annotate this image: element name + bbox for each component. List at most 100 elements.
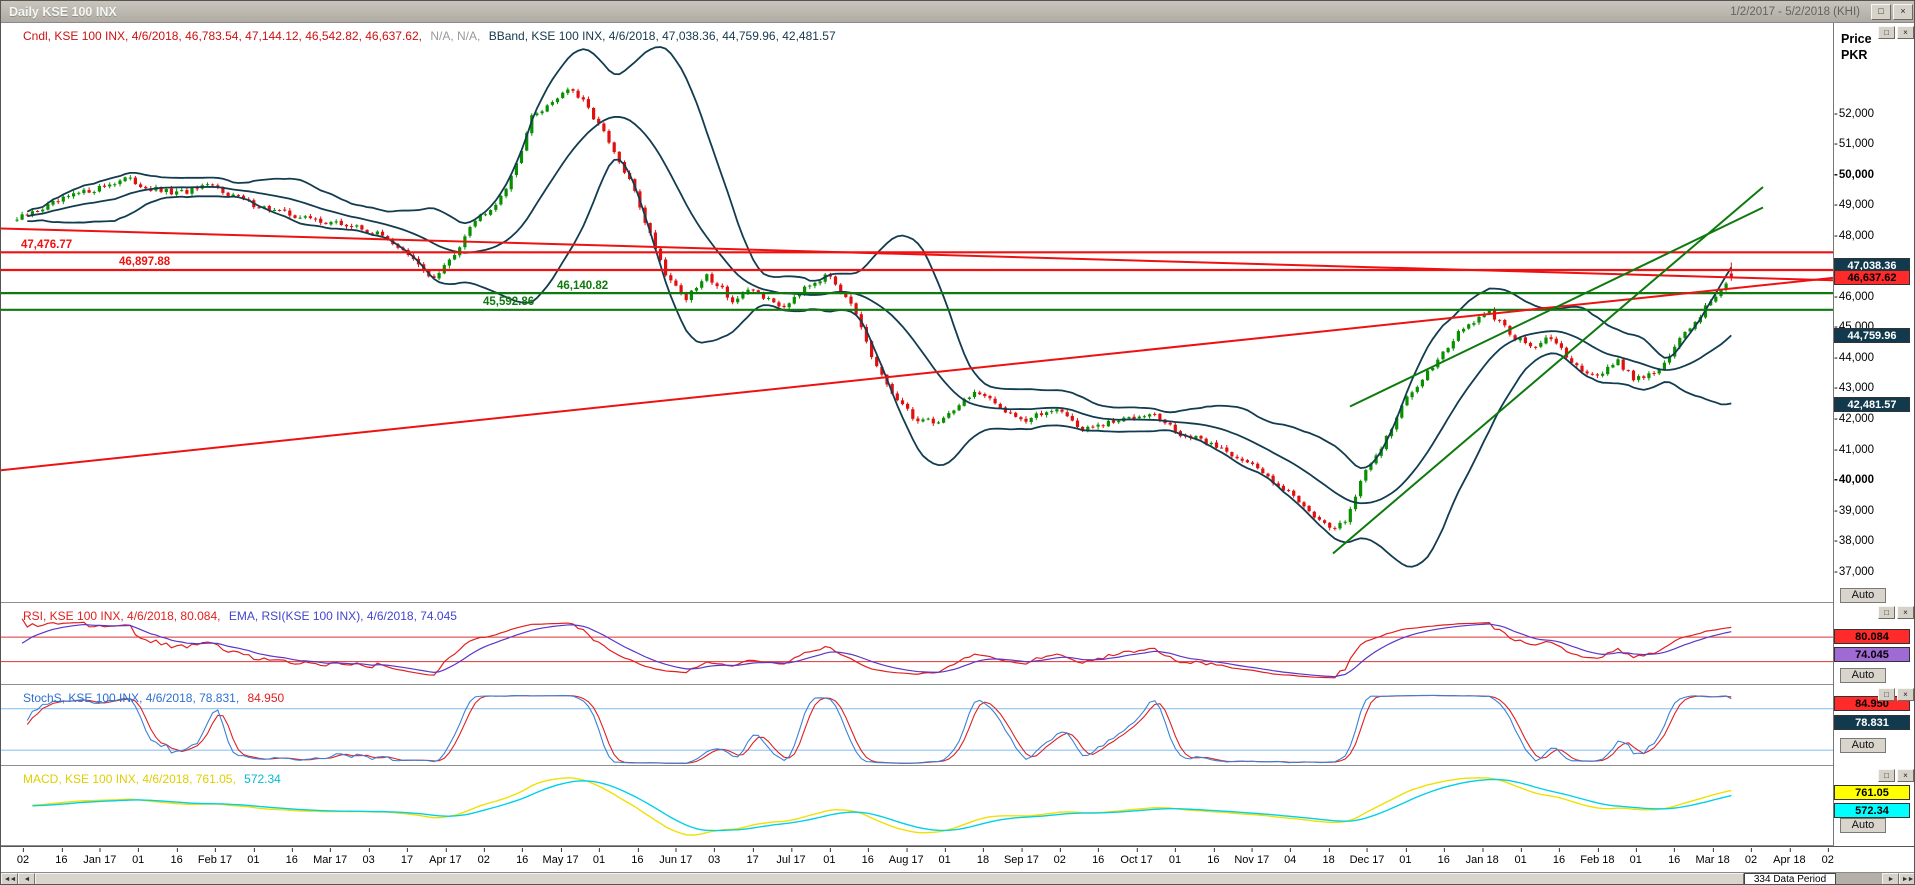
window-title-bar: Daily KSE 100 INX 1/2/2017 - 5/2/2018 (K…: [1, 1, 1914, 23]
panel-macd-close-button[interactable]: ×: [1897, 769, 1914, 782]
stochastic-chart-canvas[interactable]: [1, 685, 1833, 765]
price-axis-label: 50,000: [1834, 169, 1874, 181]
time-axis-label: 16: [1092, 848, 1105, 866]
price-axis-label: 41,000: [1834, 444, 1874, 456]
time-axis-label: Aug 17: [888, 848, 924, 866]
macd-chart-canvas[interactable]: [1, 766, 1833, 845]
time-axis-label: 02: [16, 848, 30, 866]
rsi-chart-canvas[interactable]: [1, 603, 1833, 684]
rsi-legend-text: RSI, KSE 100 INX, 4/6/2018, 80.084,: [23, 609, 221, 623]
time-axis-label: Oct 17: [1120, 848, 1153, 866]
scroll-left-button[interactable]: ◄: [18, 873, 35, 884]
time-axis-label: Feb 18: [1580, 848, 1615, 866]
price-axis-label: 48,000: [1834, 230, 1874, 242]
time-axis-label: Jul 17: [776, 848, 806, 866]
price-axis-title: Price PKR: [1841, 31, 1872, 64]
auto-scale-button-rsi[interactable]: Auto: [1840, 668, 1886, 683]
panel-rsi-maximize-button[interactable]: □: [1878, 606, 1895, 619]
indicator-value-tag: 80.084: [1834, 629, 1910, 644]
time-axis-label: 16: [1668, 848, 1681, 866]
price-axis-label: 37,000: [1834, 566, 1874, 578]
rsi-lines: [21, 618, 1732, 679]
time-axis-label: Apr 18: [1773, 848, 1806, 866]
time-axis-label: 16: [1437, 848, 1450, 866]
price-chart-legend: Cndl, KSE 100 INX, 4/6/2018, 46,783.54, …: [23, 29, 841, 43]
price-axis-label: 43,000: [1834, 382, 1874, 394]
time-axis-label: Apr 17: [429, 848, 462, 866]
panel-stoch-maximize-button[interactable]: □: [1878, 688, 1895, 701]
price-axis-label: 40,000: [1834, 474, 1874, 486]
time-axis-label: Nov 17: [1234, 848, 1270, 866]
time-axis-label: 16: [285, 848, 298, 866]
panel-stoch-close-button[interactable]: ×: [1897, 688, 1914, 701]
trend-lines: [1, 186, 1833, 555]
scrollbar-thumb[interactable]: [35, 873, 1744, 884]
time-axis-label: 02: [1821, 848, 1834, 866]
scroll-left-fast-button[interactable]: ◄◄: [1, 873, 18, 884]
time-axis-label: 16: [170, 848, 183, 866]
price-axis-label: 42,000: [1834, 413, 1874, 425]
price-tag: 42,481.57: [1834, 397, 1910, 413]
price-axis-label: 38,000: [1834, 535, 1874, 547]
window-restore-button[interactable]: □: [1871, 3, 1891, 20]
auto-scale-button-main[interactable]: Auto: [1840, 588, 1886, 603]
time-axis: 02 16 Jan 17 01 16 Feb 17 01 16 Mar 17 03 17 Apr 17…: [1, 846, 1914, 872]
indicator-value-tag: 78.831: [1834, 715, 1910, 730]
auto-scale-button-stoch[interactable]: Auto: [1840, 738, 1886, 753]
candlestick-legend-text: Cndl, KSE 100 INX, 4/6/2018, 46,783.54, …: [23, 29, 422, 43]
time-axis-label: 02: [1744, 848, 1758, 866]
macd-legend-text: MACD, KSE 100 INX, 4/6/2018, 761.05,: [23, 772, 236, 786]
price-axis-label: 49,000: [1834, 199, 1874, 211]
time-axis-label: 17: [746, 848, 759, 866]
price-chart-canvas[interactable]: [1, 23, 1833, 602]
scroll-right-fast-button[interactable]: ►►: [1899, 873, 1914, 884]
window-close-button[interactable]: ×: [1893, 3, 1913, 20]
window-title: Daily KSE 100 INX: [9, 4, 117, 19]
time-axis-label: Feb 17: [197, 848, 233, 866]
panel-main-maximize-button[interactable]: □: [1878, 26, 1895, 39]
time-axis-label: 16: [861, 848, 874, 866]
stochastic-indicator-panel: StochS, KSE 100 INX, 4/6/2018, 78.831, 8…: [1, 685, 1833, 766]
price-axis-label: 39,000: [1834, 505, 1874, 517]
price-tag: 44,759.96: [1834, 327, 1910, 343]
panel-main-close-button[interactable]: ×: [1897, 26, 1914, 39]
macd-legend: MACD, KSE 100 INX, 4/6/2018, 761.05, 572…: [23, 772, 286, 786]
scroll-right-button[interactable]: ►: [1882, 873, 1899, 884]
time-axis-label: 01: [247, 848, 260, 866]
support-resistance-label: 45,592.86: [483, 296, 535, 309]
stochastic-guide-lines: [1, 708, 1833, 751]
price-axis-title-line1: Price: [1841, 32, 1872, 46]
time-axis-label: 16: [631, 848, 644, 866]
bband-legend-text: BBand, KSE 100 INX, 4/6/2018, 47,038.36,…: [488, 29, 836, 43]
time-axis-label: 01: [1399, 848, 1412, 866]
price-axis-label: 51,000: [1834, 138, 1874, 150]
horizontal-scrollbar[interactable]: ◄◄ ◄ 334 Data Period ► ►►: [1, 872, 1914, 884]
stochastic-lines: [26, 694, 1732, 764]
time-axis-label: 16: [55, 848, 68, 866]
time-axis-label: Jun 17: [659, 848, 693, 866]
time-axis-label: 18: [976, 848, 990, 866]
data-period-indicator[interactable]: 334 Data Period: [1744, 873, 1836, 884]
panel-rsi-close-button[interactable]: ×: [1897, 606, 1914, 619]
indicator-value-tag: 761.05: [1834, 785, 1910, 800]
scrollbar-track[interactable]: [1836, 873, 1882, 884]
auto-scale-button-macd[interactable]: Auto: [1840, 818, 1886, 833]
rsi-ema-legend-text: EMA, RSI(KSE 100 INX), 4/6/2018, 74.045: [228, 609, 457, 623]
time-axis-label: Mar 18: [1695, 848, 1730, 866]
support-resistance-label: 46,897.88: [119, 256, 171, 269]
time-axis-label: 04: [1284, 848, 1297, 866]
time-axis-label: 03: [362, 848, 375, 866]
panel-macd-maximize-button[interactable]: □: [1878, 769, 1895, 782]
macd-signal-legend-text: 572.34: [244, 772, 281, 786]
support-resistance-label: 47,476.77: [21, 238, 73, 251]
rsi-guide-lines: [1, 636, 1833, 663]
bollinger-bands: [26, 46, 1733, 568]
indicator-value-tag: 572.34: [1834, 803, 1910, 818]
time-axis-label: May 17: [542, 848, 579, 866]
time-axis-label: 16: [1552, 848, 1566, 866]
time-axis-label: 16: [1207, 848, 1220, 866]
time-axis-label: 01: [823, 848, 836, 866]
time-axis-label: Jan 17: [83, 848, 117, 866]
time-axis-label: Mar 17: [313, 848, 348, 866]
